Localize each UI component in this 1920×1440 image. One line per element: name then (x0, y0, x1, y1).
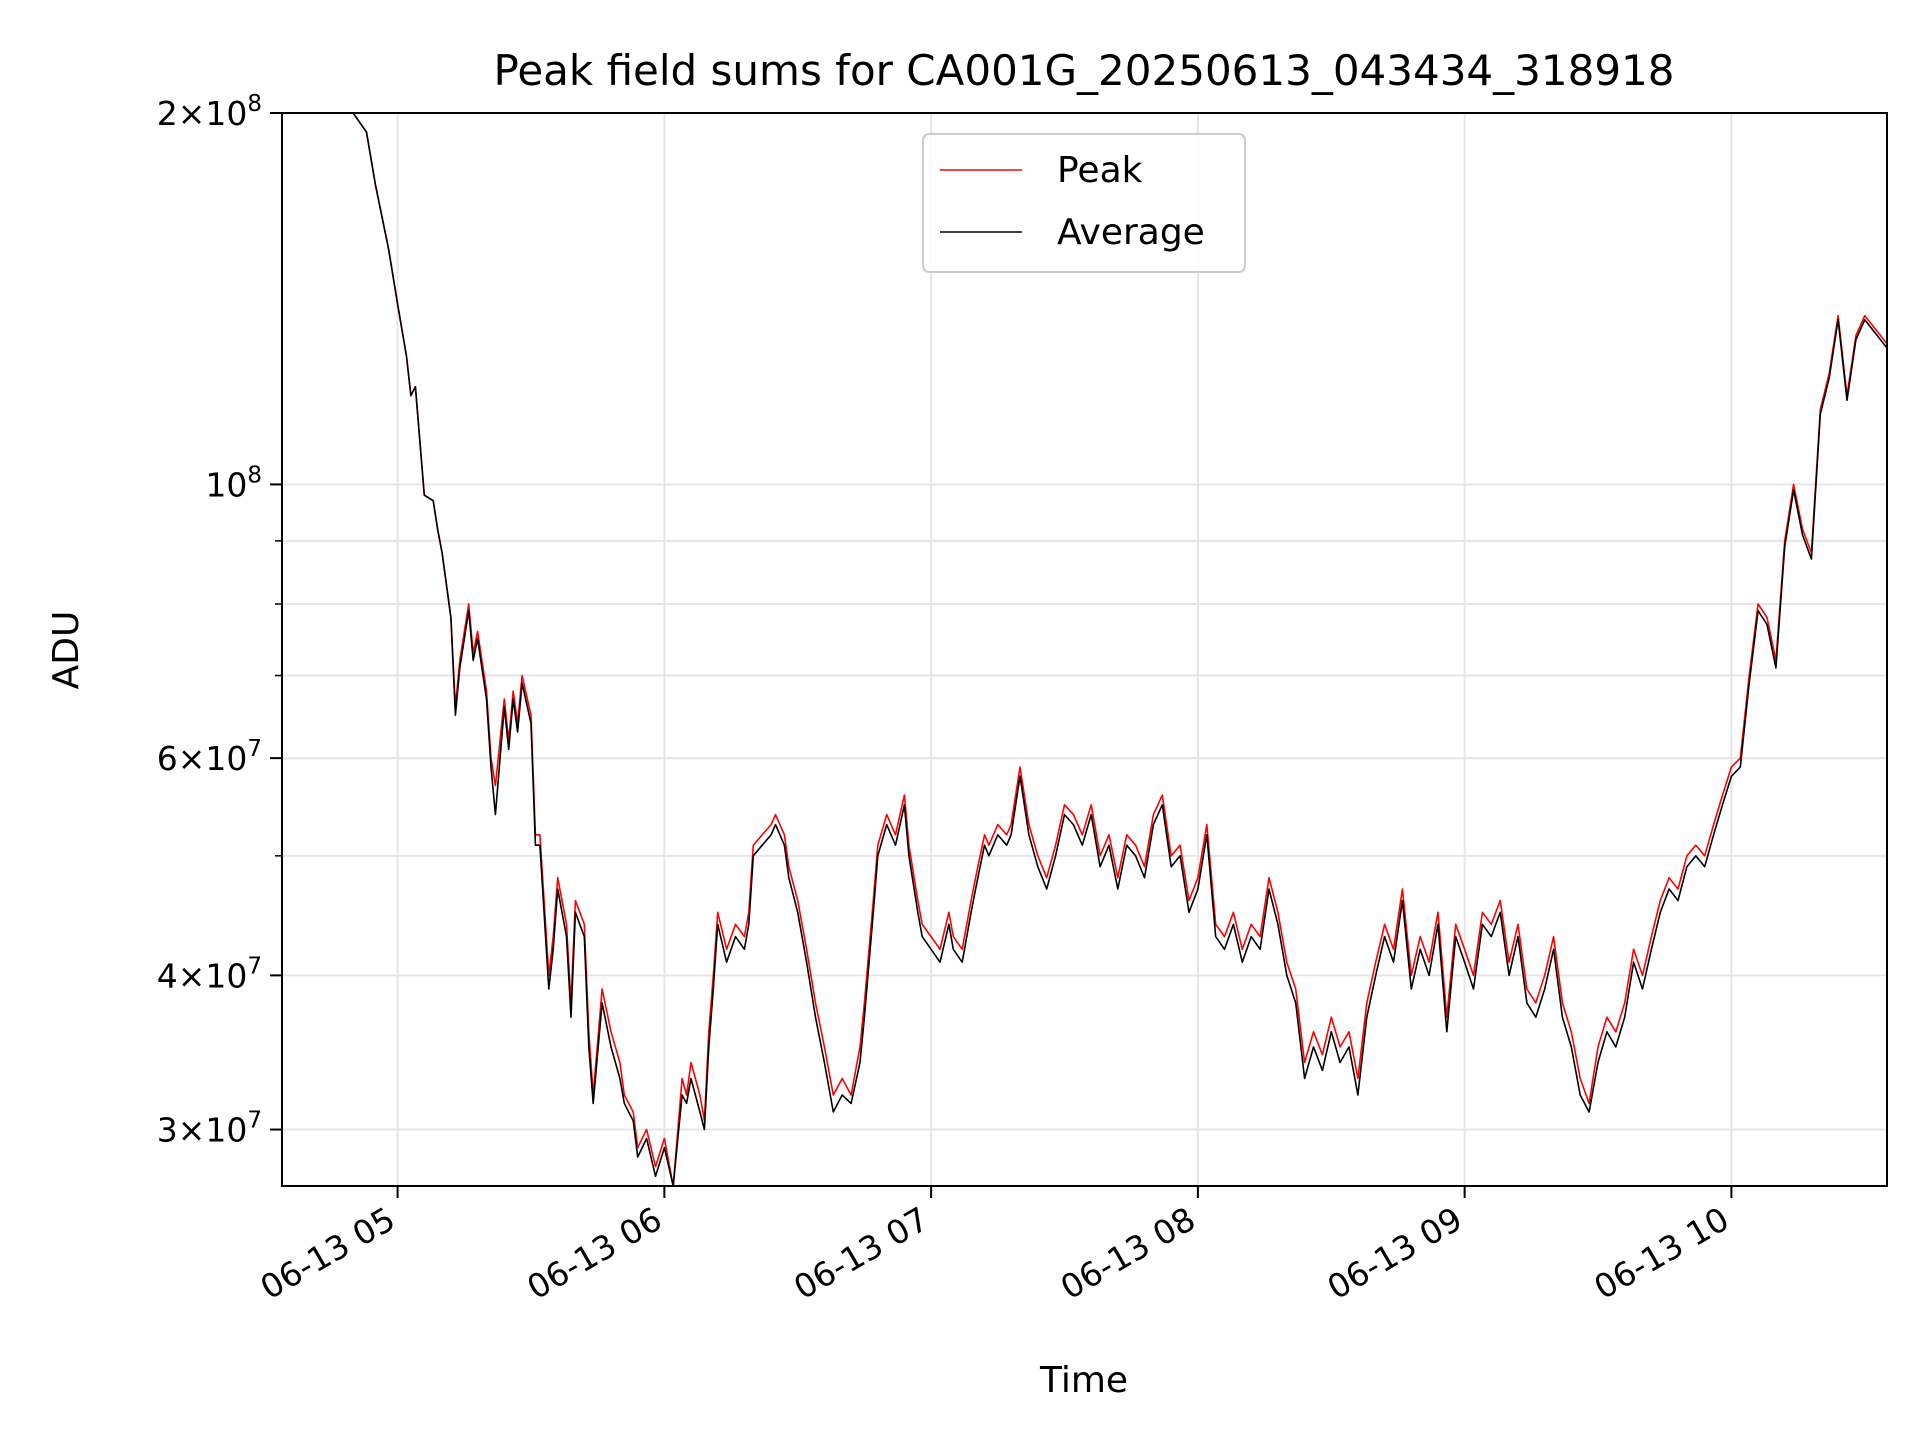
y-tick-label: 6×107 (157, 736, 262, 778)
legend-label-average: Average (1057, 212, 1205, 253)
grid-lines (282, 112, 1887, 1186)
chart-title: Peak field sums for CA001G_20250613_0434… (493, 46, 1674, 95)
legend-box (922, 133, 1246, 273)
y-axis-label: ADU (46, 611, 87, 690)
plot-frame (281, 112, 1888, 1187)
legend-label-peak: Peak (1057, 150, 1143, 191)
y-tick-label: 108 (205, 462, 262, 504)
legend: Peak Average (922, 133, 1246, 273)
x-axis-label: Time (1039, 1360, 1128, 1401)
series-line-average (282, 112, 1888, 1187)
y-tick-label: 3×107 (157, 1108, 262, 1150)
plot-series (282, 112, 1888, 1187)
y-axis-ticks: 2×108 108 6×107 4×107 3×107 (157, 91, 282, 1150)
y-tick-label: 2×108 (157, 91, 262, 133)
series-line-peak (282, 112, 1888, 1187)
y-tick-label: 4×107 (157, 953, 262, 995)
